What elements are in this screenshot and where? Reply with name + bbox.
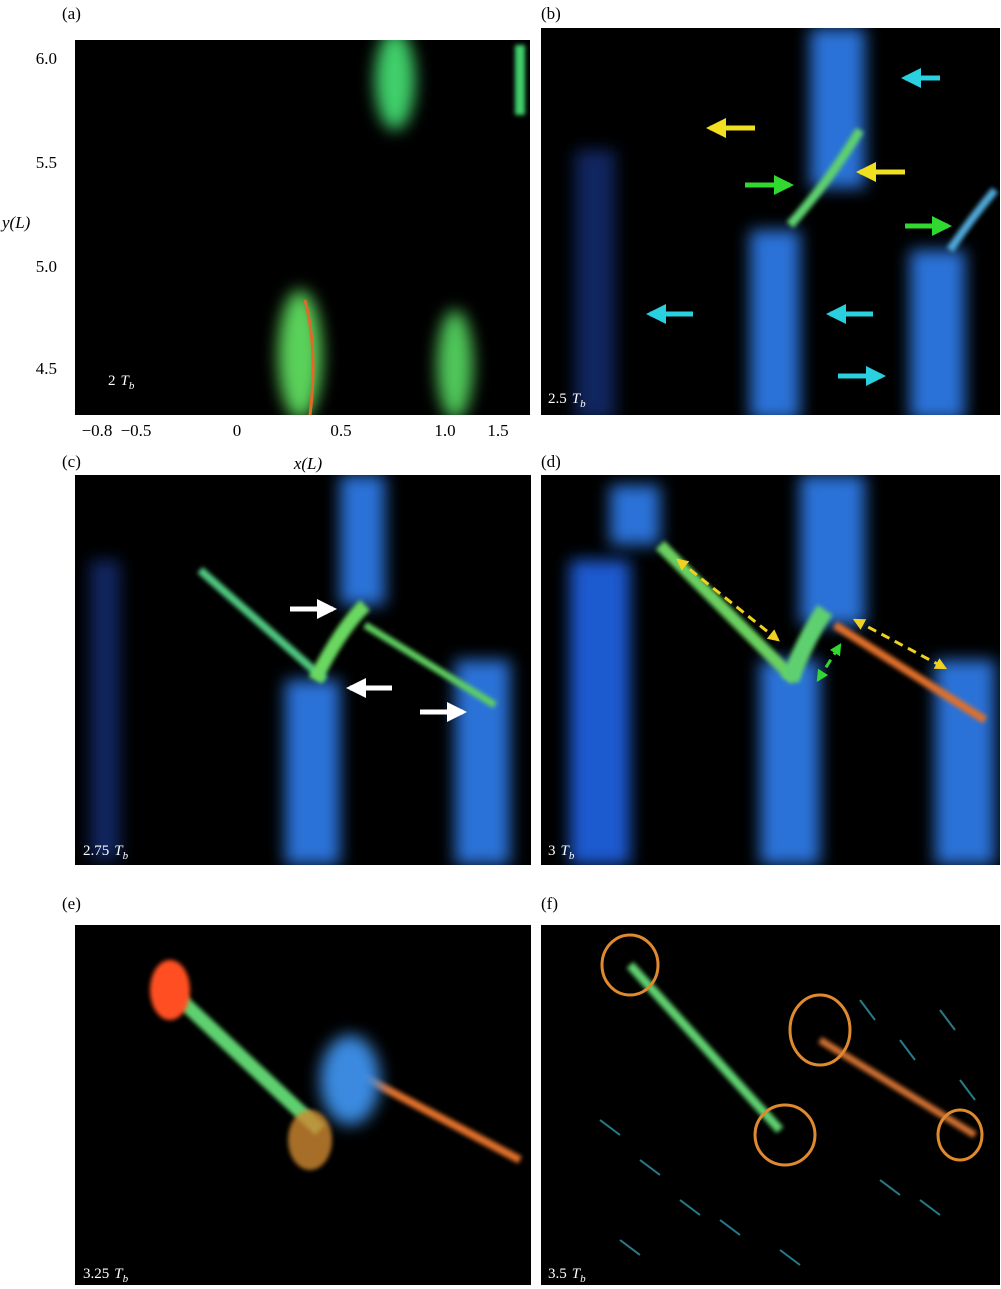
time-unit: T: [572, 391, 582, 407]
arrows: [646, 68, 952, 386]
render-e: [150, 960, 522, 1170]
time-unit-sub: b: [123, 1273, 129, 1285]
render-f: [599, 933, 984, 1266]
x-tick-label: −0.5: [121, 421, 152, 440]
time-unit-sub: b: [123, 850, 129, 862]
time-unit-sub: b: [129, 380, 135, 392]
time-unit: T: [114, 843, 124, 859]
panel-label: (a): [62, 4, 81, 23]
x-tick-label: −0.8: [82, 421, 113, 440]
x-tick-label: 1.0: [434, 421, 455, 440]
labels: (a)2 Tb(b)2.5 Tb(c)2.75 Tb(d)3 Tb(e)3.25 Tb(f…: [0, 4, 586, 1285]
x-tick-label: 1.5: [487, 421, 508, 440]
panel-label: (e): [62, 894, 81, 913]
y-tick-label: 4.5: [36, 359, 57, 378]
time-label: 3.25 Tb: [83, 1266, 129, 1284]
time-unit-sub: b: [580, 1273, 586, 1285]
x-tick-label: 0.5: [330, 421, 351, 440]
panel-label: (f): [541, 894, 558, 913]
x-tick-label: 0: [233, 421, 242, 440]
time-unit: T: [572, 1266, 582, 1282]
x-axis-label: x(L): [293, 454, 323, 473]
panel-label: (b): [541, 4, 561, 23]
y-tick-label: 5.0: [36, 257, 57, 276]
render-a: [278, 40, 525, 415]
time-unit: T: [561, 843, 571, 859]
render-c: [90, 475, 510, 865]
time-label: 3.5 Tb: [548, 1266, 586, 1284]
time-value: 2: [108, 373, 116, 389]
time-value: 2.5: [548, 391, 567, 407]
time-unit-sub: b: [569, 850, 575, 862]
time-label: 2.75 Tb: [83, 843, 129, 861]
y-axis-label: y(L): [0, 213, 31, 232]
render-d: [570, 475, 995, 865]
time-unit: T: [114, 1266, 124, 1282]
render-b: [575, 28, 999, 415]
time-unit-sub: b: [580, 398, 586, 410]
panel-label: (d): [541, 452, 561, 471]
time-label: 3 Tb: [548, 843, 575, 861]
time-label: 2 Tb: [108, 373, 135, 391]
y-tick-label: 6.0: [36, 49, 57, 68]
time-label: 2.5 Tb: [548, 391, 586, 409]
y-tick-label: 5.5: [36, 153, 57, 172]
panel-label: (c): [62, 452, 81, 471]
time-value: 3: [548, 843, 556, 859]
time-value: 2.75: [83, 843, 109, 859]
time-value: 3.5: [548, 1266, 567, 1282]
time-value: 3.25: [83, 1266, 109, 1282]
time-unit: T: [121, 373, 131, 389]
